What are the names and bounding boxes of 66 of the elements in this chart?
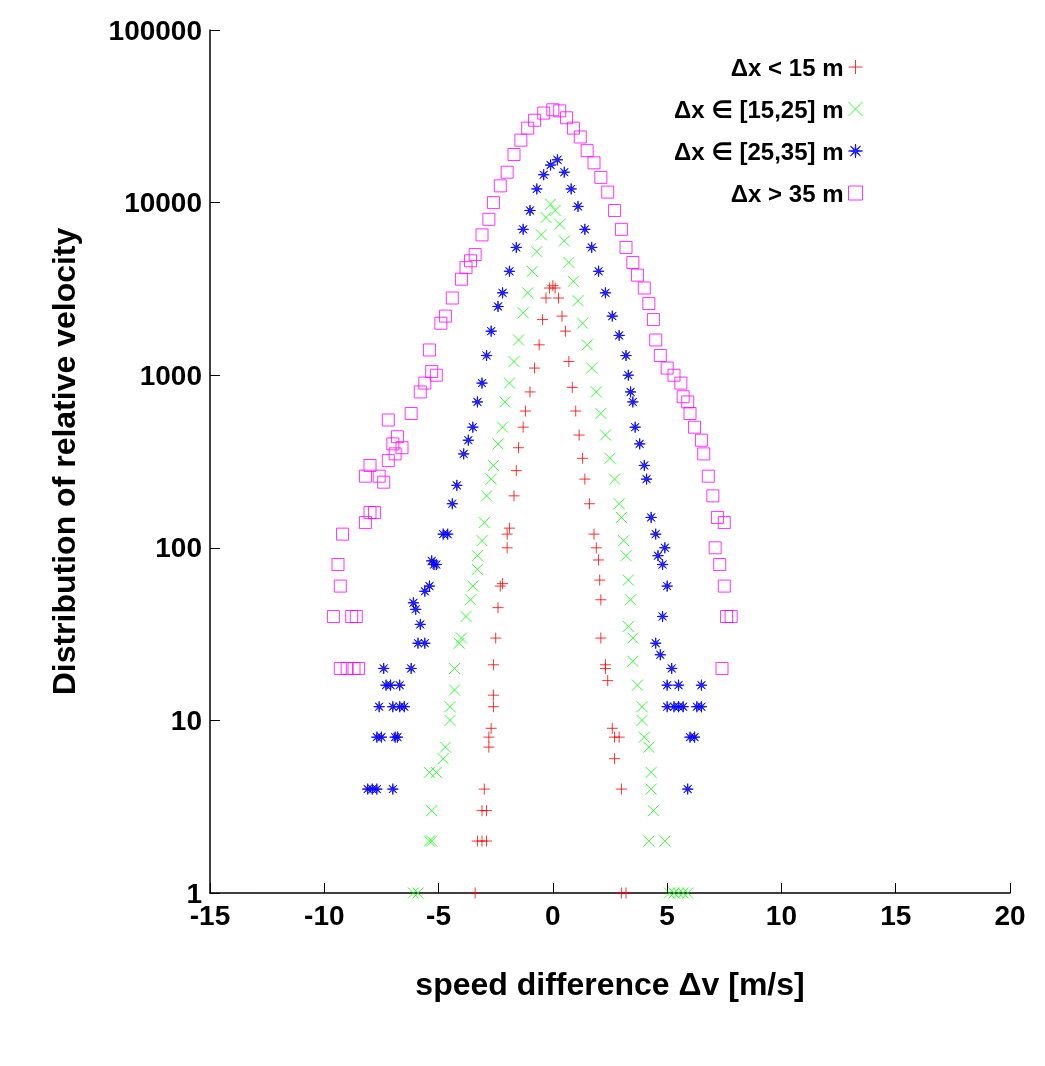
legend-label: Δx > 35 m xyxy=(730,179,844,207)
point xyxy=(512,441,525,454)
point xyxy=(592,553,605,566)
x-tick-label: -10 xyxy=(304,899,345,931)
point xyxy=(482,741,495,754)
point xyxy=(524,385,536,398)
point xyxy=(540,292,552,305)
point xyxy=(536,313,549,326)
x-tick-label: 20 xyxy=(994,899,1026,931)
point xyxy=(620,887,632,899)
point xyxy=(599,662,612,675)
point xyxy=(566,381,579,394)
y-tick-label: 10000 xyxy=(124,187,202,219)
point xyxy=(480,804,493,817)
legend-label: Δx ∈ [15,25] m xyxy=(674,95,844,123)
point xyxy=(501,541,514,554)
point xyxy=(492,601,504,614)
point xyxy=(590,541,603,554)
x-tick-label: 0 xyxy=(545,899,561,931)
point xyxy=(480,835,493,848)
x-tick-label: 15 xyxy=(880,899,912,931)
point xyxy=(556,310,568,323)
point xyxy=(501,528,514,541)
point xyxy=(503,522,516,535)
point xyxy=(478,783,491,796)
point xyxy=(528,362,541,375)
legend-label: Δx ∈ [25,35] m xyxy=(674,137,844,165)
point xyxy=(533,338,546,351)
y-tick-label: 10 xyxy=(170,704,202,736)
point xyxy=(469,887,482,899)
point xyxy=(510,464,523,477)
point xyxy=(559,325,572,338)
point xyxy=(573,429,586,442)
point xyxy=(482,731,495,744)
point xyxy=(583,497,596,510)
point xyxy=(562,355,575,368)
x-tick-label: 10 xyxy=(765,899,798,931)
point xyxy=(576,452,589,465)
point xyxy=(608,752,621,765)
y-axis-title: Distribution of relative velocity xyxy=(46,227,82,696)
point xyxy=(578,473,591,486)
y-tick-label: 100 xyxy=(155,532,202,564)
point xyxy=(593,574,606,587)
point xyxy=(606,722,619,735)
y-tick-label: 1000 xyxy=(139,359,202,391)
point xyxy=(588,528,600,541)
point xyxy=(485,722,498,735)
point xyxy=(594,632,607,645)
y-tick-label: 100000 xyxy=(108,14,202,46)
point xyxy=(517,421,530,434)
point xyxy=(489,632,502,645)
point xyxy=(487,689,500,702)
point xyxy=(601,674,614,687)
x-tick-label: 5 xyxy=(659,899,675,931)
point xyxy=(613,731,626,744)
point xyxy=(552,292,565,305)
point xyxy=(594,593,607,606)
point xyxy=(508,489,520,502)
point xyxy=(569,405,582,418)
point xyxy=(487,658,500,671)
point xyxy=(519,405,532,418)
x-tick-label: -5 xyxy=(426,899,452,931)
point xyxy=(615,783,628,796)
x-axis-title: speed difference Δv [m/s] xyxy=(415,966,805,1002)
point xyxy=(487,700,500,713)
legend-label: Δx < 15 m xyxy=(730,53,844,81)
